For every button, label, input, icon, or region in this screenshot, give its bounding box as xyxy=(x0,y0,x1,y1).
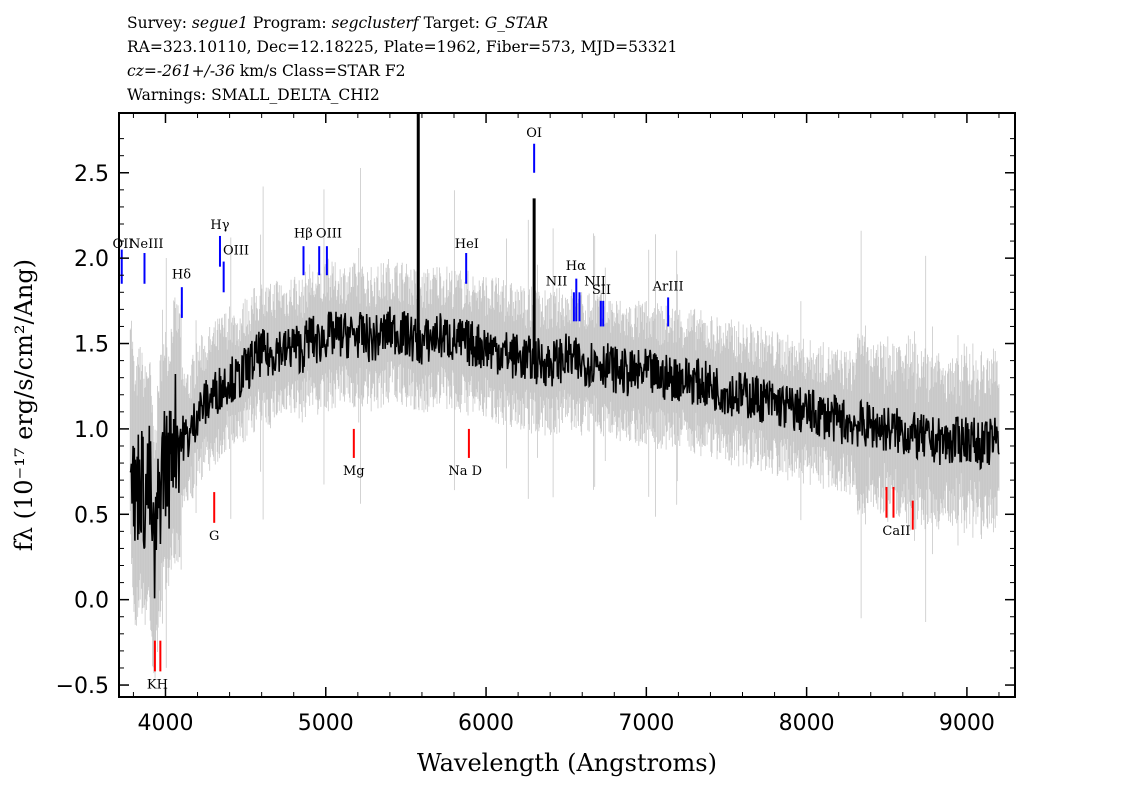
emission-line-label: NII xyxy=(546,274,568,289)
absorption-line-label: CaII xyxy=(882,524,910,539)
y-tick-label: 2.5 xyxy=(74,162,109,187)
emission-line-label: NII xyxy=(584,274,606,289)
y-tick-label: 0.0 xyxy=(74,589,109,614)
x-tick-label: 9000 xyxy=(939,711,995,736)
program-value: segclusterf xyxy=(331,14,419,32)
y-tick-label: 1.5 xyxy=(74,333,109,358)
absorption-line-label: G xyxy=(209,529,219,544)
absorption-line-label: KH xyxy=(147,677,168,692)
emission-line-label: Hα xyxy=(566,259,586,274)
emission-line-label: Hγ xyxy=(210,218,229,233)
spectrum-line xyxy=(129,306,1000,599)
emission-line-label: SII xyxy=(592,283,611,298)
y-tick-label: −0.5 xyxy=(56,674,109,699)
header-coords-line: RA=323.10110, Dec=12.18225, Plate=1962, … xyxy=(127,38,678,56)
emission-line-label: HeI xyxy=(455,237,479,252)
axis-ticks: 4000 5000 6000 7000 8000 9000 −0.5 0.0 0.5 1.0 1.5… xyxy=(56,113,1015,736)
x-tick-label: 8000 xyxy=(779,711,835,736)
x-tick-label: 7000 xyxy=(618,711,674,736)
y-tick-label: 0.5 xyxy=(74,503,109,528)
emission-line-label: Hβ xyxy=(294,227,313,242)
spectrum-series xyxy=(129,113,1000,599)
target-label: Target: xyxy=(423,14,480,32)
x-tick-label: 5000 xyxy=(298,711,354,736)
x-tick-label: 6000 xyxy=(458,711,514,736)
plot-frame xyxy=(118,112,1016,698)
header-redshift-line: cz=-261+/-36 km/s Class=STAR F2 xyxy=(127,62,405,80)
survey-value: segue1 xyxy=(191,14,248,32)
class-text: km/s Class=STAR F2 xyxy=(239,62,406,80)
x-tick-label: 4000 xyxy=(137,711,193,736)
emission-line-label: ArIII xyxy=(652,280,684,295)
y-axis-label: fλ (10⁻¹⁷ erg/s/cm²/Ang) xyxy=(10,259,38,551)
header-survey-line: Survey: segue1 Program: segclusterf Targ… xyxy=(127,14,548,32)
emission-line-label: OIII xyxy=(223,244,249,259)
target-value: G_STAR xyxy=(484,14,548,32)
absorption-line-label: Mg xyxy=(343,464,365,479)
cz-value: cz=-261+/-36 xyxy=(127,62,235,80)
emission-line-label: Hδ xyxy=(172,268,191,283)
absorption-line-label: Na D xyxy=(448,464,482,479)
emission-line-label: OII xyxy=(113,237,134,252)
emission-line-label: OIII xyxy=(316,227,342,242)
emission-line-label: NeIII xyxy=(129,237,163,252)
emission-line-label: OI xyxy=(526,126,542,141)
y-tick-label: 1.0 xyxy=(74,418,109,443)
program-label: Program: xyxy=(252,14,327,32)
survey-label: Survey: xyxy=(127,14,187,32)
header-warnings-line: Warnings: SMALL_DELTA_CHI2 xyxy=(127,86,380,104)
x-axis-label: Wavelength (Angstroms) xyxy=(417,749,717,777)
y-tick-label: 2.0 xyxy=(74,247,109,272)
